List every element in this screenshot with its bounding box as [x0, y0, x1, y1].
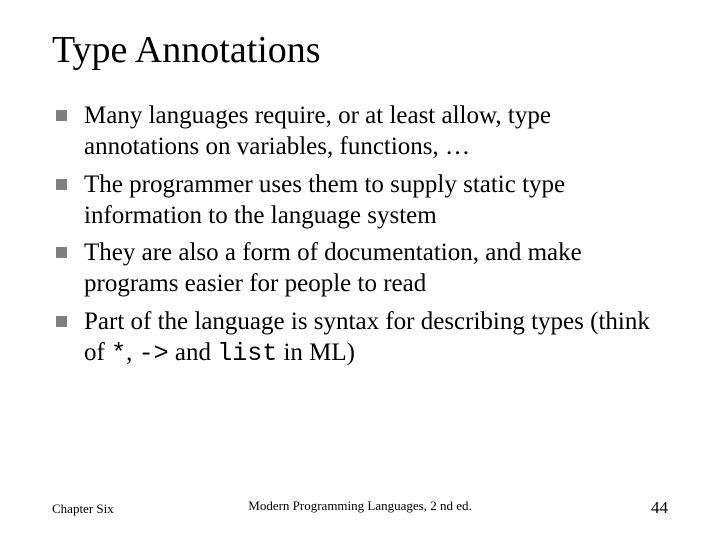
- footer-center: Modern Programming Languages, 2 nd ed.: [248, 498, 471, 514]
- bullet-text: Many languages require, or at least allo…: [84, 102, 551, 160]
- list-item: They are also a form of documentation, a…: [56, 237, 668, 300]
- footer: Chapter Six Modern Programming Languages…: [0, 498, 720, 518]
- code-text: list: [217, 339, 277, 368]
- bullet-text: ,: [126, 339, 139, 366]
- bullet-text: They are also a form of documentation, a…: [84, 239, 582, 297]
- list-item: Many languages require, or at least allo…: [56, 100, 668, 163]
- bullet-text: in ML): [277, 339, 355, 366]
- footer-left: Chapter Six: [52, 501, 114, 517]
- code-text: *: [111, 339, 126, 368]
- list-item: Part of the language is syntax for descr…: [56, 306, 668, 370]
- code-text: ->: [139, 339, 169, 368]
- page-number: 44: [651, 498, 668, 518]
- slide-title: Type Annotations: [52, 28, 668, 72]
- bullet-text: The programmer uses them to supply stati…: [84, 171, 565, 229]
- bullet-text: and: [169, 339, 218, 366]
- bullet-list: Many languages require, or at least allo…: [52, 100, 668, 369]
- slide: Type Annotations Many languages require,…: [0, 0, 720, 369]
- list-item: The programmer uses them to supply stati…: [56, 169, 668, 232]
